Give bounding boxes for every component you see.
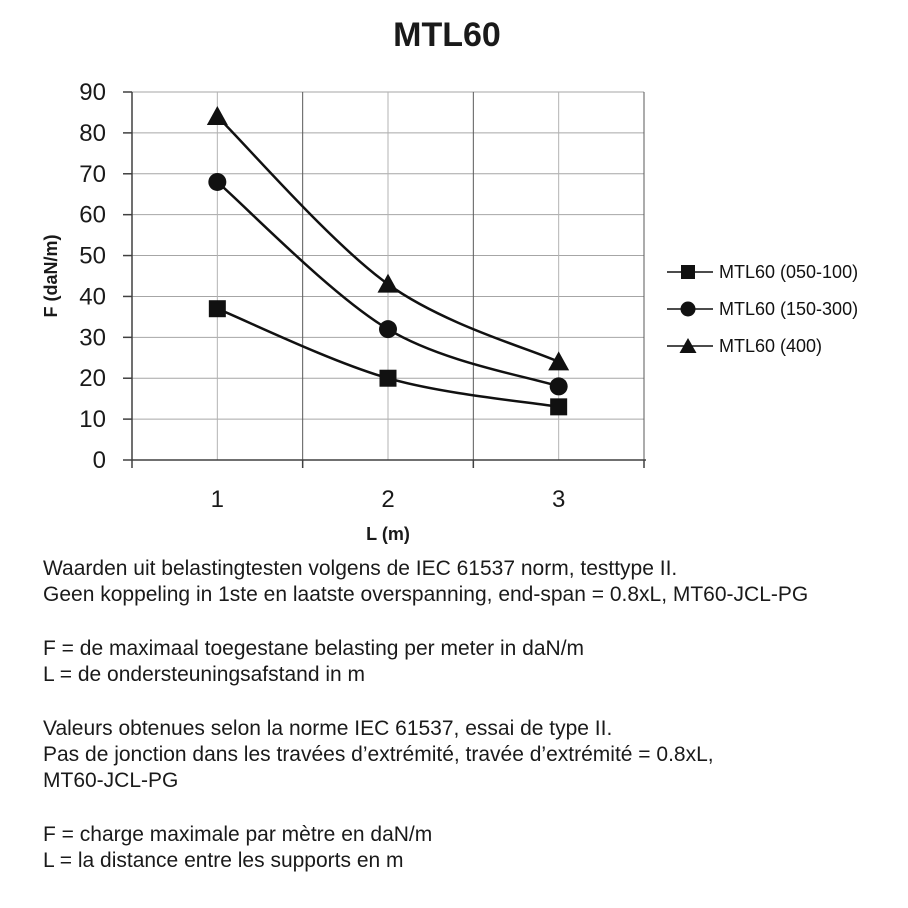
y-tick-label: 10 (79, 406, 106, 433)
plot-area: 0 10 20 30 40 50 60 70 80 90 1 2 3 L (m) F (daN/m) (41, 79, 646, 544)
note-fr-defs: F = charge maximale par mètre en daN/m L… (43, 822, 888, 874)
data-point-triangle (548, 351, 570, 371)
y-tick-label: 90 (79, 79, 106, 106)
note-line: Waarden uit belastingtesten volgens de I… (43, 557, 678, 580)
legend-triangle-icon (667, 338, 713, 353)
data-point-circle (549, 377, 568, 396)
note-line: Pas de jonction dans les travées d’extré… (43, 743, 714, 766)
note-line: L = la distance entre les supports en m (43, 849, 404, 872)
data-point-triangle (377, 273, 399, 293)
legend-item: MTL60 (150-300) (667, 298, 858, 320)
note-fr-test: Valeurs obtenues selon la norme IEC 6153… (43, 716, 888, 794)
x-axis-title: L (m) (366, 524, 410, 544)
data-point-circle (208, 172, 227, 191)
data-point-triangle (206, 106, 228, 126)
y-tick-label: 70 (79, 161, 106, 188)
y-tick-label: 80 (79, 120, 106, 147)
y-tick-label: 20 (79, 365, 106, 392)
note-line: F = de maximaal toegestane belasting per… (43, 637, 585, 660)
legend-square-icon (667, 265, 713, 279)
note-line: Valeurs obtenues selon la norme IEC 6153… (43, 717, 613, 740)
y-tick-label: 0 (93, 447, 106, 474)
note-line: L = de ondersteuningsafstand in m (43, 663, 366, 686)
note-nl-defs: F = de maximaal toegestane belasting per… (43, 636, 888, 688)
data-point-circle (379, 320, 397, 339)
x-tick-label: 2 (381, 486, 394, 513)
x-tick-label: 3 (552, 486, 565, 513)
notes: Waarden uit belastingtesten volgens de I… (43, 556, 888, 902)
data-point-square (550, 398, 568, 416)
legend-item: MTL60 (400) (667, 335, 858, 357)
y-axis-title: F (daN/m) (41, 234, 61, 317)
note-line: MT60-JCL-PG (43, 769, 179, 792)
data-point-square (208, 300, 226, 318)
note-nl-test: Waarden uit belastingtesten volgens de I… (43, 556, 888, 608)
y-tick-label: 30 (79, 324, 106, 351)
legend-label: MTL60 (400) (719, 335, 823, 356)
data-point-square (379, 369, 397, 387)
x-tick-label: 1 (211, 486, 224, 513)
y-tick-label: 50 (79, 243, 106, 270)
legend-circle-icon (667, 301, 713, 317)
legend: MTL60 (050-100) MTL60 (150-300) MTL60 (400… (667, 261, 858, 372)
legend-label: MTL60 (150-300) (719, 298, 859, 319)
note-line: Geen koppeling in 1ste en laatste oversp… (43, 583, 809, 606)
y-tick-label: 40 (79, 283, 106, 310)
note-line: F = charge maximale par mètre en daN/m (43, 823, 433, 846)
legend-label: MTL60 (050-100) (719, 261, 859, 282)
legend-item: MTL60 (050-100) (667, 261, 858, 283)
y-tick-label: 60 (79, 202, 106, 229)
chart-title: MTL60 (393, 16, 501, 54)
